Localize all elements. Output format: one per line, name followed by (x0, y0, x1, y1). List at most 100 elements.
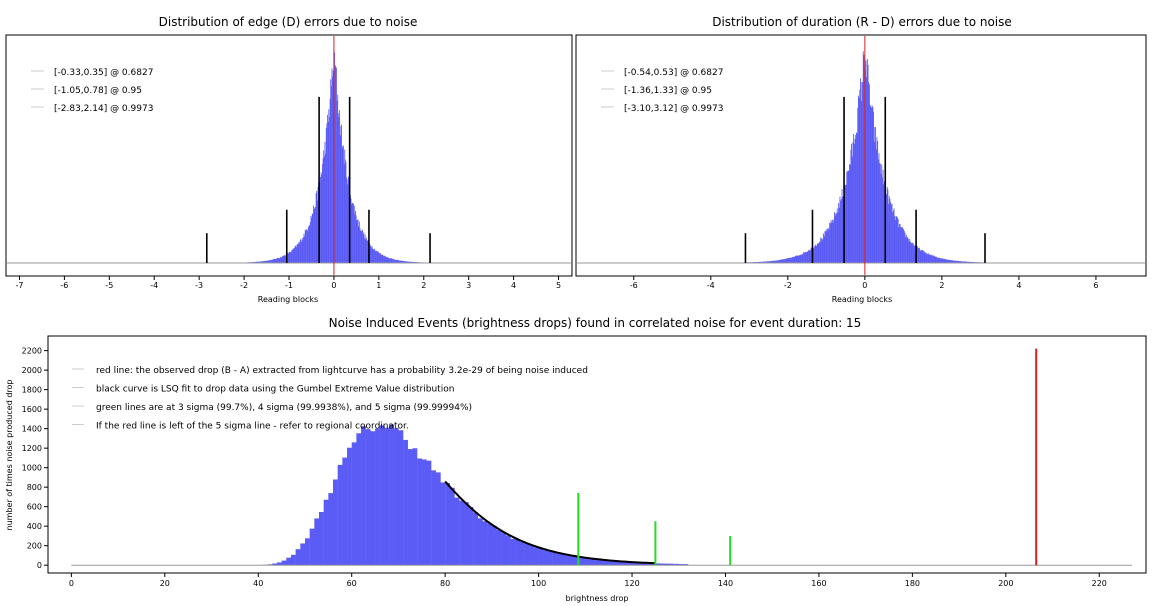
x-tick-label: -2 (784, 281, 792, 290)
histogram-bar (886, 193, 887, 263)
histogram-bar (384, 255, 386, 263)
histogram-bar (936, 256, 937, 263)
histogram-bar (823, 233, 824, 263)
histogram-bar (388, 258, 390, 263)
histogram-bar (863, 54, 865, 264)
histogram-bar (862, 51, 864, 264)
histogram-bar (365, 237, 367, 263)
histogram-bar (347, 179, 349, 263)
histogram-bar (618, 561, 623, 566)
histogram-bar (328, 109, 330, 263)
histogram-bar (948, 259, 950, 263)
histogram-bar (292, 249, 293, 263)
histogram-bar (890, 202, 892, 263)
histogram-bar (294, 246, 296, 263)
histogram-bar (950, 260, 952, 263)
histogram-bar (336, 67, 337, 263)
histogram-bar (914, 246, 916, 263)
histogram-bar (262, 261, 264, 263)
histogram-bar (604, 560, 609, 566)
histogram-bar (853, 143, 855, 263)
histogram-bar (413, 261, 414, 263)
histogram-bar (274, 258, 276, 263)
histogram-bar (823, 236, 825, 263)
histogram-bar (897, 219, 899, 263)
histogram-bar (524, 543, 530, 566)
histogram-bar (660, 563, 665, 566)
histogram-bar (468, 507, 474, 566)
histogram-bar (825, 231, 827, 263)
x-tick-label: 100 (531, 579, 546, 588)
histogram-bar (768, 261, 770, 263)
histogram-bar (253, 261, 255, 263)
histogram-bar (913, 245, 915, 263)
histogram-bar (835, 213, 837, 263)
y-tick-label: 1400 (22, 425, 42, 434)
histogram-bar (283, 255, 285, 263)
histogram-bar (360, 230, 362, 263)
histogram-bar (961, 261, 963, 263)
histogram-bar (268, 260, 270, 263)
histogram-bar (846, 171, 848, 263)
y-tick-label: 200 (27, 542, 42, 551)
histogram-bar (281, 256, 283, 263)
histogram-bar (776, 260, 778, 263)
histogram-bar (910, 242, 912, 263)
histogram-bar (300, 543, 306, 566)
histogram-bar (936, 257, 938, 263)
histogram-bar (337, 464, 343, 566)
histogram-bar (947, 259, 948, 263)
histogram-bar (939, 258, 941, 263)
histogram-bar (918, 248, 920, 263)
histogram-bar (328, 493, 334, 566)
histogram-bar (312, 213, 314, 263)
histogram-bar (322, 164, 323, 263)
histogram-bar (963, 261, 965, 263)
histogram-bar (929, 254, 931, 263)
histogram-bar (762, 261, 764, 263)
duration-chart-title: Distribution of duration (R - D) errors … (712, 15, 1012, 29)
histogram-bar (303, 233, 305, 263)
histogram-bar (400, 260, 402, 263)
histogram-bar (289, 252, 291, 263)
histogram-bar (389, 258, 391, 263)
histogram-bar (375, 250, 377, 263)
histogram-bar (969, 261, 971, 263)
histogram-bar (410, 261, 412, 263)
histogram-bar (759, 261, 761, 263)
histogram-bar (878, 153, 880, 263)
histogram-bar (375, 428, 380, 566)
histogram-bar (276, 257, 278, 263)
histogram-bar (292, 248, 294, 263)
histogram-bar (814, 246, 816, 263)
histogram-bar (893, 208, 895, 263)
legend-entry: [-3.10,3.12] @ 0.9973 (624, 104, 723, 114)
histogram-bar (338, 117, 340, 263)
histogram-bar (932, 255, 934, 263)
histogram-bar (385, 256, 386, 263)
histogram-bar (547, 551, 553, 566)
histogram-bar (891, 203, 893, 263)
histogram-bar (510, 538, 516, 566)
histogram-bar (808, 250, 810, 263)
histogram-bar (766, 261, 768, 263)
histogram-bar (779, 260, 781, 263)
histogram-bar (895, 216, 897, 263)
histogram-bar (920, 251, 922, 263)
histogram-bar (901, 226, 903, 263)
histogram-bar (930, 254, 932, 263)
histogram-bar (459, 500, 465, 566)
histogram-bar (407, 449, 413, 566)
histogram-bar (865, 60, 867, 263)
gumbel-fit-curve (444, 480, 656, 565)
histogram-bar (907, 239, 909, 263)
histogram-bar (411, 261, 413, 263)
histogram-bar (273, 258, 275, 263)
histogram-bar (833, 219, 835, 263)
histogram-bar (307, 229, 309, 263)
histogram-bar (847, 171, 848, 263)
histogram-bar (377, 251, 379, 263)
histogram-bar (365, 239, 367, 263)
histogram-bar (264, 261, 266, 263)
x-tick-label: 200 (998, 579, 1013, 588)
